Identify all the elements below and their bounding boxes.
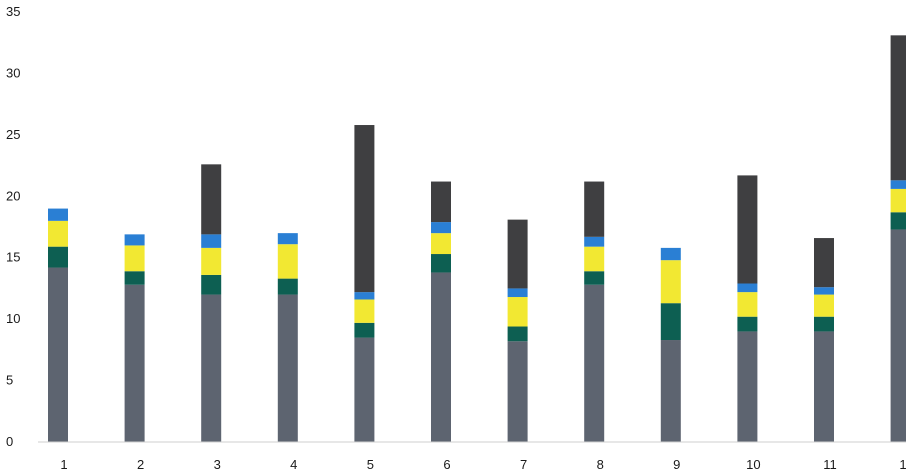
bar-segment bbox=[354, 322, 375, 338]
x-tick-label: 11 bbox=[823, 457, 837, 472]
bar-stack-10 bbox=[737, 175, 758, 442]
bar-segment bbox=[201, 274, 222, 295]
bar-segment bbox=[48, 220, 68, 247]
bar-segment bbox=[507, 297, 528, 327]
bar-segment bbox=[431, 181, 451, 223]
bar-segment bbox=[201, 247, 222, 275]
bar-segment bbox=[201, 164, 222, 235]
bar-segment bbox=[737, 292, 758, 317]
x-tick-label: 2 bbox=[137, 457, 144, 472]
bar-segment bbox=[890, 229, 906, 442]
bar-segment bbox=[890, 212, 906, 230]
x-tick-label: 6 bbox=[443, 457, 450, 472]
bar-stack-9 bbox=[660, 247, 681, 442]
bar-segment bbox=[584, 181, 605, 237]
bar-segment bbox=[584, 271, 605, 285]
bar-segment bbox=[507, 288, 528, 298]
bar-segment bbox=[814, 331, 834, 442]
y-tick-labels: 0 5 10 15 20 25 30 35 bbox=[6, 4, 20, 449]
bar-segment bbox=[354, 299, 375, 323]
y-tick-label: 35 bbox=[6, 4, 20, 19]
bars-layer bbox=[48, 35, 906, 442]
bar-segment bbox=[277, 278, 298, 295]
bar-segment bbox=[737, 316, 758, 332]
bar-segment bbox=[48, 267, 68, 442]
bar-stack-2 bbox=[124, 234, 145, 442]
bar-segment bbox=[201, 234, 222, 248]
bar-segment bbox=[354, 337, 375, 442]
x-tick-label: 10 bbox=[746, 457, 760, 472]
y-tick-label: 0 bbox=[6, 434, 13, 449]
bar-segment bbox=[48, 246, 68, 268]
bar-segment bbox=[814, 238, 834, 288]
x-tick-label: 7 bbox=[520, 457, 527, 472]
bar-segment bbox=[814, 287, 834, 295]
bar-segment bbox=[124, 284, 145, 442]
bar-segment bbox=[660, 260, 681, 304]
bar-stack-12 bbox=[890, 35, 906, 442]
bar-stack-7 bbox=[507, 219, 528, 442]
y-tick-label: 15 bbox=[6, 250, 20, 265]
bar-segment bbox=[277, 233, 298, 245]
bar-segment bbox=[201, 294, 222, 442]
bar-segment bbox=[354, 292, 375, 300]
bar-stack-3 bbox=[201, 164, 222, 442]
y-tick-label: 5 bbox=[6, 373, 13, 388]
bar-stack-8 bbox=[584, 181, 605, 442]
bar-segment bbox=[277, 244, 298, 279]
bar-segment bbox=[124, 234, 145, 246]
bar-segment bbox=[814, 316, 834, 332]
y-tick-label: 25 bbox=[6, 127, 20, 142]
bar-segment bbox=[431, 222, 451, 234]
bar-stack-4 bbox=[277, 233, 298, 442]
x-tick-label: 3 bbox=[214, 457, 221, 472]
bar-segment bbox=[660, 340, 681, 442]
x-tick-label: 5 bbox=[367, 457, 374, 472]
x-tick-label: 9 bbox=[673, 457, 680, 472]
bar-segment bbox=[737, 175, 758, 284]
x-tick-label: 12 bbox=[899, 457, 906, 472]
bar-segment bbox=[48, 208, 68, 221]
bar-segment bbox=[814, 294, 834, 317]
bar-segment bbox=[431, 254, 451, 273]
bar-segment bbox=[660, 247, 681, 261]
bar-stack-1 bbox=[48, 208, 68, 442]
bar-segment bbox=[431, 272, 451, 442]
bar-segment bbox=[890, 35, 906, 181]
bar-segment bbox=[890, 180, 906, 189]
bar-segment bbox=[584, 236, 605, 247]
bar-segment bbox=[507, 219, 528, 289]
bar-stack-11 bbox=[814, 238, 834, 442]
bar-segment bbox=[584, 284, 605, 442]
x-tick-label: 1 bbox=[60, 457, 67, 472]
bar-segment bbox=[737, 283, 758, 293]
x-tick-label: 8 bbox=[597, 457, 604, 472]
x-tick-label: 4 bbox=[290, 457, 297, 472]
bar-segment bbox=[354, 125, 375, 293]
x-tick-labels: 123456789101112 bbox=[60, 457, 906, 472]
bar-segment bbox=[507, 341, 528, 442]
bar-segment bbox=[660, 303, 681, 341]
bar-segment bbox=[584, 246, 605, 272]
bar-segment bbox=[890, 188, 906, 213]
bar-stack-6 bbox=[431, 181, 451, 442]
bar-segment bbox=[277, 294, 298, 442]
bar-segment bbox=[124, 245, 145, 272]
y-tick-label: 30 bbox=[6, 65, 20, 80]
bar-segment bbox=[431, 233, 451, 255]
bar-segment bbox=[124, 271, 145, 285]
bar-segment bbox=[507, 326, 528, 342]
y-tick-label: 20 bbox=[6, 188, 20, 203]
y-tick-label: 10 bbox=[6, 311, 20, 326]
bar-stack-5 bbox=[354, 125, 375, 442]
bar-segment bbox=[737, 331, 758, 442]
